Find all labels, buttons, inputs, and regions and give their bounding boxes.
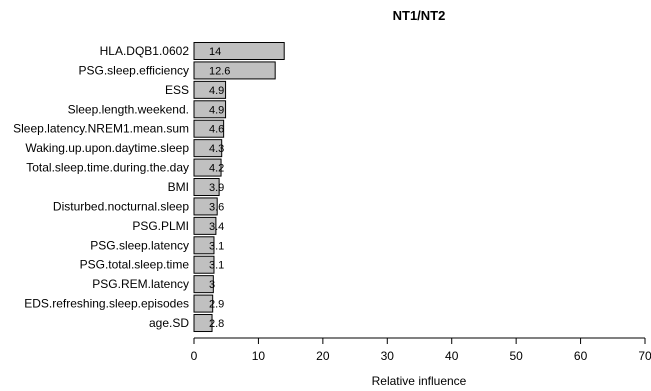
bar-value-label: 4.2 xyxy=(209,163,224,175)
category-label: Sleep.length.weekend. xyxy=(68,102,189,116)
bar-value-label: 4.9 xyxy=(209,85,224,97)
bar xyxy=(193,42,285,60)
bar xyxy=(193,61,276,80)
bar-value-label: 3.9 xyxy=(209,182,224,194)
category-label: PSG.total.sleep.time xyxy=(80,258,190,272)
bar-value-label: 3.6 xyxy=(209,201,224,213)
bar xyxy=(193,178,220,197)
x-tick-label: 10 xyxy=(252,349,266,363)
bar-value-label: 3.4 xyxy=(209,221,224,233)
bar xyxy=(193,236,215,255)
bar-value-label: 4.3 xyxy=(209,143,224,155)
category-label: EDS.refreshing.sleep.episodes xyxy=(24,297,189,311)
bar xyxy=(193,80,227,99)
x-tick-label: 60 xyxy=(574,349,588,363)
bar-value-label: 14 xyxy=(209,46,221,58)
category-label: Sleep.latency.NREM1.mean.sum xyxy=(13,122,189,136)
category-label: PSG.REM.latency xyxy=(92,277,189,291)
category-label: PSG.PLMI xyxy=(132,219,189,233)
category-label: Disturbed.nocturnal.sleep xyxy=(53,199,189,213)
category-label: BMI xyxy=(168,180,189,194)
x-tick-label: 20 xyxy=(316,349,330,363)
category-label: Total.sleep.time.during.the.day xyxy=(26,161,189,175)
bar-value-label: 2.8 xyxy=(209,318,224,330)
bar-value-label: 4.9 xyxy=(209,104,224,116)
bar xyxy=(193,255,215,274)
x-axis: 0 10 20 30 40 50 60 70 xyxy=(191,337,651,363)
x-tick-label: 0 xyxy=(191,349,198,363)
bar xyxy=(193,139,223,158)
bar xyxy=(193,197,218,216)
bar-value-label: 12.6 xyxy=(209,65,230,77)
bar xyxy=(193,275,214,294)
x-tick-label: 30 xyxy=(381,349,395,363)
category-label: age.SD xyxy=(149,316,189,330)
bar xyxy=(193,216,217,235)
chart-title: NT1/NT2 xyxy=(393,8,446,23)
bar xyxy=(193,158,222,177)
x-tick-label: 70 xyxy=(638,349,651,363)
bar xyxy=(193,314,213,333)
category-label: HLA.DQB1.0602 xyxy=(100,44,190,58)
bar-value-label: 3.1 xyxy=(209,260,224,272)
category-label: Waking.up.upon.daytime.sleep xyxy=(25,141,189,155)
category-label: PSG.sleep.latency xyxy=(90,238,189,252)
category-label: ESS xyxy=(165,83,189,97)
bar xyxy=(193,294,214,313)
x-tick-label: 40 xyxy=(445,349,459,363)
bar-value-label: 2.9 xyxy=(209,299,224,311)
bar-value-label: 4.6 xyxy=(209,124,224,136)
category-label: PSG.sleep.efficiency xyxy=(78,63,189,77)
bar xyxy=(193,119,225,138)
bar-value-label: 3 xyxy=(209,279,215,291)
bar-value-label: 3.1 xyxy=(209,240,224,252)
x-axis-label: Relative influence xyxy=(372,374,467,388)
bars-group: HLA.DQB1.0602 14 PSG.sleep.efficiency 12.6 E… xyxy=(13,42,285,333)
bar xyxy=(193,100,227,119)
x-tick-label: 50 xyxy=(509,349,523,363)
